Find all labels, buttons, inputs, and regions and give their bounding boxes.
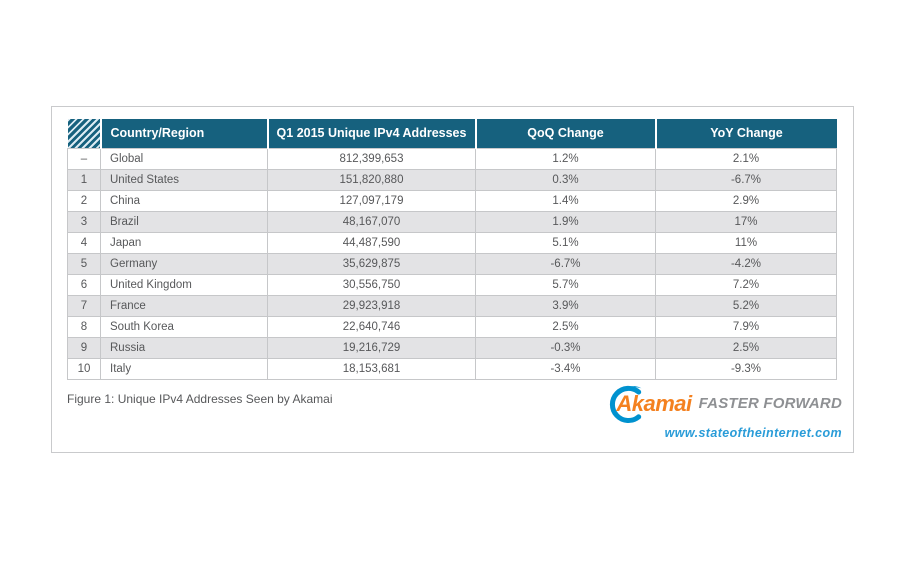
cell-country: Brazil <box>100 210 268 233</box>
cell-yoy: 2.5% <box>655 336 837 359</box>
cell-yoy: 17% <box>655 210 837 233</box>
table-row: 10 Italy 18,153,681 -3.4% -9.3% <box>67 357 837 380</box>
akamai-wordmark: Akamai <box>616 390 692 416</box>
cell-addresses: 30,556,750 <box>267 273 476 296</box>
column-header-yoy: YoY Change <box>655 119 837 149</box>
cell-yoy: 5.2% <box>655 294 837 317</box>
figure-card: Country/Region Q1 2015 Unique IPv4 Addre… <box>51 106 854 453</box>
akamai-logo: Akamai FASTER FORWARD www.stateoftheinte… <box>602 383 842 440</box>
cell-addresses: 18,153,681 <box>267 357 476 380</box>
cell-addresses: 48,167,070 <box>267 210 476 233</box>
cell-country: Italy <box>100 357 268 380</box>
cell-qoq: 2.5% <box>475 315 656 338</box>
cell-yoy: 2.1% <box>655 147 837 170</box>
cell-qoq: 1.4% <box>475 189 656 212</box>
cell-qoq: 0.3% <box>475 168 656 191</box>
table-row: 8 South Korea 22,640,746 2.5% 7.9% <box>67 315 837 338</box>
cell-country: United States <box>100 168 268 191</box>
table-row: 7 France 29,923,918 3.9% 5.2% <box>67 294 837 317</box>
cell-qoq: -6.7% <box>475 252 656 275</box>
cell-addresses: 35,629,875 <box>267 252 476 275</box>
cell-rank: 4 <box>67 231 101 254</box>
hatched-corner-cell <box>67 119 102 149</box>
header-row: Country/Region Q1 2015 Unique IPv4 Addre… <box>67 119 837 149</box>
cell-rank: 5 <box>67 252 101 275</box>
akamai-swoosh-icon <box>610 385 642 423</box>
cell-qoq: 3.9% <box>475 294 656 317</box>
table-row: 2 China 127,097,179 1.4% 2.9% <box>67 189 837 212</box>
cell-addresses: 19,216,729 <box>267 336 476 359</box>
cell-qoq: 1.9% <box>475 210 656 233</box>
table-header: Country/Region Q1 2015 Unique IPv4 Addre… <box>67 119 837 149</box>
cell-rank: 9 <box>67 336 101 359</box>
cell-yoy: 7.9% <box>655 315 837 338</box>
cell-addresses: 22,640,746 <box>267 315 476 338</box>
cell-rank: 1 <box>67 168 101 191</box>
cell-rank: – <box>67 147 101 170</box>
figure-caption: Figure 1: Unique IPv4 Addresses Seen by … <box>67 391 333 406</box>
cell-addresses: 44,487,590 <box>267 231 476 254</box>
cell-rank: 2 <box>67 189 101 212</box>
table-row: 3 Brazil 48,167,070 1.9% 17% <box>67 210 837 233</box>
cell-country: Germany <box>100 252 268 275</box>
cell-addresses: 127,097,179 <box>267 189 476 212</box>
cell-yoy: -6.7% <box>655 168 837 191</box>
cell-addresses: 151,820,880 <box>267 168 476 191</box>
cell-rank: 3 <box>67 210 101 233</box>
ipv4-addresses-table: Country/Region Q1 2015 Unique IPv4 Addre… <box>67 119 837 380</box>
cell-country: United Kingdom <box>100 273 268 296</box>
cell-qoq: -3.4% <box>475 357 656 380</box>
cell-country: South Korea <box>100 315 268 338</box>
cell-yoy: 2.9% <box>655 189 837 212</box>
cell-yoy: 7.2% <box>655 273 837 296</box>
akamai-tagline: FASTER FORWARD <box>698 395 842 412</box>
cell-country: Japan <box>100 231 268 254</box>
akamai-logo-row: Akamai FASTER FORWARD <box>602 383 842 425</box>
cell-yoy: 11% <box>655 231 837 254</box>
cell-qoq: 5.1% <box>475 231 656 254</box>
cell-rank: 8 <box>67 315 101 338</box>
table-row: – Global 812,399,653 1.2% 2.1% <box>67 147 837 170</box>
cell-qoq: 1.2% <box>475 147 656 170</box>
stateoftheinternet-link[interactable]: www.stateoftheinternet.com <box>664 425 842 440</box>
table-row: 4 Japan 44,487,590 5.1% 11% <box>67 231 837 254</box>
table-row: 9 Russia 19,216,729 -0.3% 2.5% <box>67 336 837 359</box>
cell-yoy: -4.2% <box>655 252 837 275</box>
cell-rank: 10 <box>67 357 101 380</box>
card-footer: Figure 1: Unique IPv4 Addresses Seen by … <box>52 380 853 440</box>
cell-yoy: -9.3% <box>655 357 837 380</box>
column-header-country: Country/Region <box>100 119 269 149</box>
table-row: 6 United Kingdom 30,556,750 5.7% 7.2% <box>67 273 837 296</box>
cell-country: China <box>100 189 268 212</box>
table-row: 1 United States 151,820,880 0.3% -6.7% <box>67 168 837 191</box>
cell-addresses: 812,399,653 <box>267 147 476 170</box>
cell-rank: 6 <box>67 273 101 296</box>
column-header-qoq: QoQ Change <box>475 119 657 149</box>
cell-addresses: 29,923,918 <box>267 294 476 317</box>
table-body: – Global 812,399,653 1.2% 2.1% 1 United States… <box>67 147 837 380</box>
cell-country: Russia <box>100 336 268 359</box>
cell-qoq: -0.3% <box>475 336 656 359</box>
cell-country: Global <box>100 147 268 170</box>
cell-qoq: 5.7% <box>475 273 656 296</box>
cell-country: France <box>100 294 268 317</box>
column-header-addresses: Q1 2015 Unique IPv4 Addresses <box>267 119 477 149</box>
table-row: 5 Germany 35,629,875 -6.7% -4.2% <box>67 252 837 275</box>
cell-rank: 7 <box>67 294 101 317</box>
